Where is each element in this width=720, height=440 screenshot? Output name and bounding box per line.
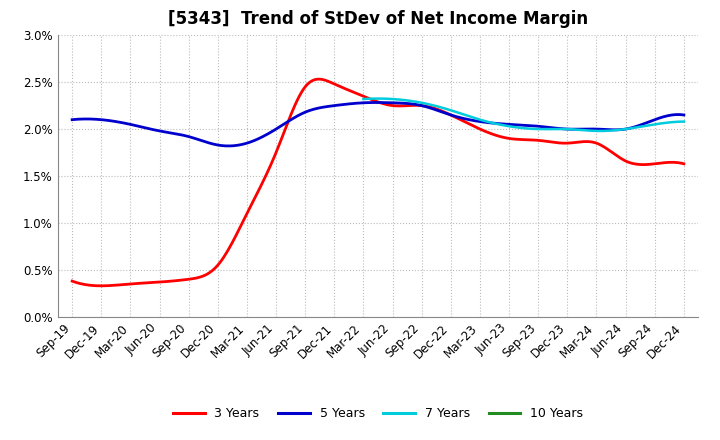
3 Years (436, 108, 445, 113)
7 Years (631, 125, 640, 130)
3 Years (446, 112, 455, 117)
7 Years (680, 119, 688, 124)
7 Years (551, 126, 559, 132)
7 Years (359, 96, 368, 102)
7 Years (652, 121, 660, 127)
5 Years (68, 117, 76, 122)
Line: 3 Years: 3 Years (72, 79, 684, 286)
5 Years (70, 117, 78, 122)
5 Years (373, 100, 382, 105)
Line: 7 Years: 7 Years (364, 99, 684, 131)
7 Years (360, 96, 369, 102)
7 Years (557, 126, 565, 132)
5 Years (588, 126, 596, 132)
5 Years (626, 125, 635, 131)
3 Years (96, 283, 105, 289)
7 Years (374, 96, 383, 101)
3 Years (588, 139, 596, 145)
Title: [5343]  Trend of StDev of Net Income Margin: [5343] Trend of StDev of Net Income Marg… (168, 10, 588, 28)
5 Years (434, 108, 443, 114)
5 Years (223, 143, 232, 149)
3 Years (626, 160, 635, 165)
Legend: 3 Years, 5 Years, 7 Years, 10 Years: 3 Years, 5 Years, 7 Years, 10 Years (168, 402, 588, 425)
3 Years (70, 279, 78, 285)
7 Years (596, 128, 605, 134)
3 Years (315, 77, 324, 82)
5 Years (446, 112, 455, 117)
5 Years (680, 112, 688, 117)
3 Years (434, 107, 443, 112)
Line: 5 Years: 5 Years (72, 103, 684, 146)
3 Years (680, 161, 688, 166)
5 Years (436, 109, 445, 114)
7 Years (550, 126, 559, 132)
3 Years (68, 279, 76, 284)
